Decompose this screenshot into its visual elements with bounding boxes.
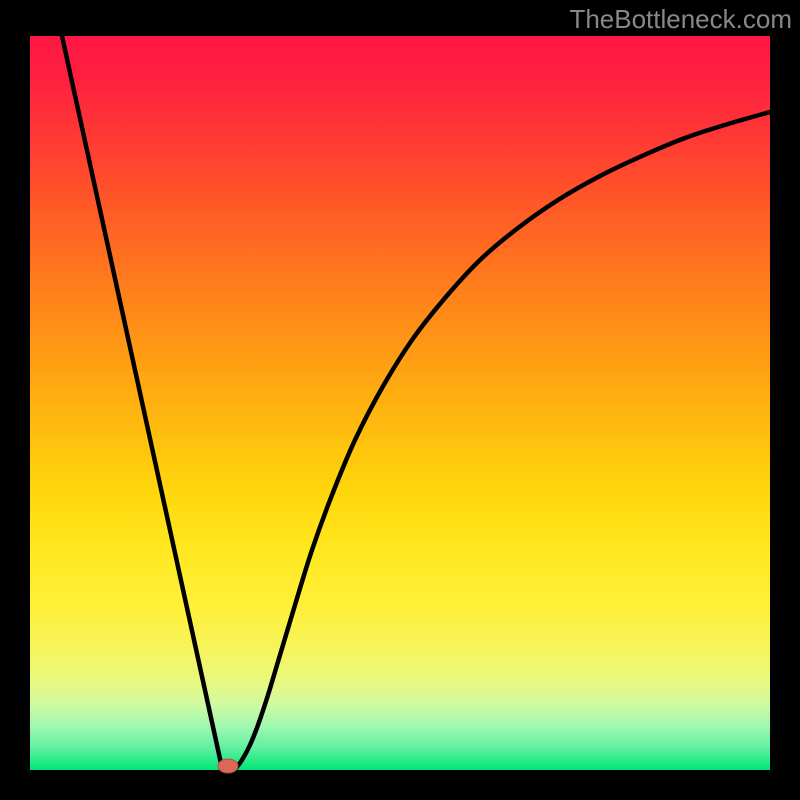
bottleneck-curve-chart xyxy=(0,0,800,800)
optimum-marker xyxy=(218,759,238,773)
watermark-text: TheBottleneck.com xyxy=(569,4,792,35)
chart-container: TheBottleneck.com xyxy=(0,0,800,800)
